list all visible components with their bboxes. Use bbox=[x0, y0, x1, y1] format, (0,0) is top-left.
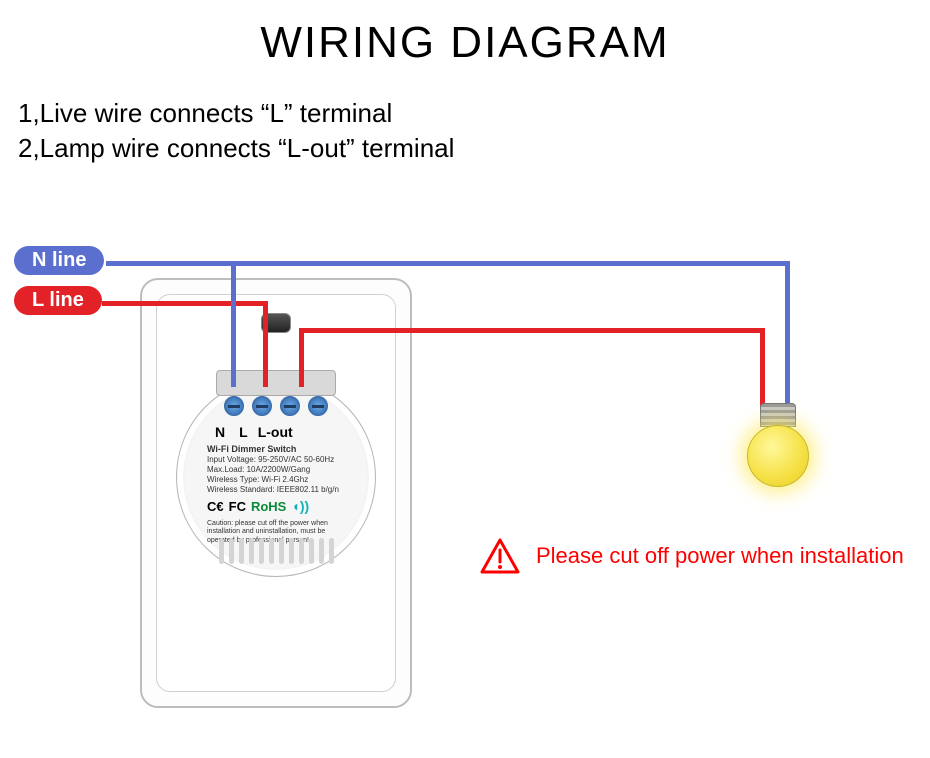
switch-panel-inner: N L L-out Wi-Fi Dimmer Switch Input Volt… bbox=[156, 294, 396, 692]
screw-icon bbox=[308, 396, 328, 416]
wire-neutral bbox=[231, 261, 236, 387]
warning-triangle-icon bbox=[480, 538, 520, 574]
wire-neutral bbox=[231, 261, 790, 266]
vents-icon bbox=[216, 538, 336, 566]
n-line-label: N line bbox=[14, 246, 104, 275]
bulb-glass-icon bbox=[747, 425, 809, 487]
warning-text: Please cut off power when installation bbox=[536, 543, 904, 569]
ce-mark-icon: C€ bbox=[207, 499, 224, 514]
screw-icon bbox=[224, 396, 244, 416]
wire-lout bbox=[299, 328, 304, 387]
spec-line: Wireless Type: Wi-Fi 2.4Ghz bbox=[207, 475, 355, 485]
spec-line: Max.Load: 10A/2200W/Gang bbox=[207, 465, 355, 475]
terminal-screws bbox=[224, 396, 328, 416]
page-title: WIRING DIAGRAM bbox=[0, 18, 930, 68]
screw-icon bbox=[280, 396, 300, 416]
module-specs: Wi-Fi Dimmer Switch Input Voltage: 95-25… bbox=[207, 444, 355, 495]
wire-live bbox=[102, 301, 268, 306]
wifi-icon: ◖)) bbox=[291, 498, 309, 514]
wire-neutral bbox=[785, 261, 790, 411]
fcc-mark-icon: FC bbox=[229, 499, 246, 514]
screw-icon bbox=[252, 396, 272, 416]
lamp-icon bbox=[738, 403, 818, 487]
wire-lout bbox=[299, 328, 765, 333]
terminal-lout: L-out bbox=[258, 424, 293, 440]
instruction-line-2: 2,Lamp wire connects “L-out” terminal bbox=[18, 131, 930, 166]
cert-row: C€ FC RoHS ◖)) bbox=[207, 498, 309, 514]
terminal-l: L bbox=[239, 424, 248, 440]
dimmer-module: N L L-out Wi-Fi Dimmer Switch Input Volt… bbox=[176, 377, 376, 577]
warning-block: Please cut off power when installation bbox=[480, 538, 904, 574]
spec-line: Wireless Standard: IEEE802.11 b/g/n bbox=[207, 485, 355, 495]
wiring-diagram: N line L line N L L-out bbox=[0, 228, 930, 758]
l-line-label: L line bbox=[14, 286, 102, 315]
wire-lout bbox=[760, 328, 765, 411]
product-name: Wi-Fi Dimmer Switch bbox=[207, 444, 355, 455]
terminal-labels: N L L-out bbox=[215, 424, 293, 440]
wire-neutral bbox=[106, 261, 236, 266]
switch-panel: N L L-out Wi-Fi Dimmer Switch Input Volt… bbox=[140, 278, 412, 708]
wire-live bbox=[263, 301, 268, 387]
spec-line: Input Voltage: 95-250V/AC 50-60Hz bbox=[207, 455, 355, 465]
rohs-mark: RoHS bbox=[251, 499, 286, 514]
bulb-base-icon bbox=[760, 403, 796, 427]
instruction-line-1: 1,Live wire connects “L” terminal bbox=[18, 96, 930, 131]
instructions-block: 1,Live wire connects “L” terminal 2,Lamp… bbox=[18, 96, 930, 166]
terminal-n: N bbox=[215, 424, 225, 440]
